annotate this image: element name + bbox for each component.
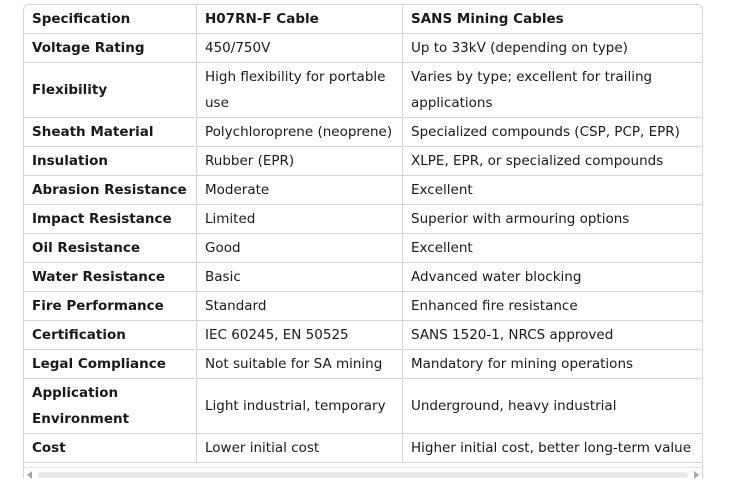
row-label: Legal Compliance <box>24 349 197 379</box>
h07rn-f-value: Lower initial cost <box>196 433 403 463</box>
sans-value: Underground, heavy industrial <box>402 378 702 434</box>
h07rn-f-value: Moderate <box>196 175 403 205</box>
sans-value: Higher initial cost, better long-term va… <box>402 433 702 463</box>
sans-value: Enhanced fire resistance <box>402 291 702 321</box>
row-label: Application Environment <box>24 378 197 434</box>
table-row: Legal Compliance Not suitable for SA min… <box>24 349 702 379</box>
row-label: Insulation <box>24 146 197 176</box>
sans-value: Superior with armouring options <box>402 204 702 234</box>
row-label: Cost <box>24 433 197 463</box>
h07rn-f-value: Basic <box>196 262 403 292</box>
scroll-left-arrow-icon[interactable] <box>27 471 32 479</box>
h07rn-f-value: Light industrial, temporary <box>196 378 403 434</box>
h07rn-f-value: IEC 60245, EN 50525 <box>196 320 403 350</box>
table-row: Abrasion Resistance Moderate Excellent <box>24 175 702 205</box>
header-sans-mining: SANS Mining Cables <box>402 5 702 34</box>
table-row: Fire Performance Standard Enhanced fire … <box>24 291 702 321</box>
table-row: Water Resistance Basic Advanced water bl… <box>24 262 702 292</box>
row-label: Impact Resistance <box>24 204 197 234</box>
table-row: Voltage Rating 450/750V Up to 33kV (depe… <box>24 33 702 63</box>
h07rn-f-value: 450/750V <box>196 33 403 63</box>
row-label: Water Resistance <box>24 262 197 292</box>
sans-value: Advanced water blocking <box>402 262 702 292</box>
row-label: Oil Resistance <box>24 233 197 263</box>
table-row: Flexibility High flexibility for portabl… <box>24 62 702 118</box>
h07rn-f-value: Standard <box>196 291 403 321</box>
scroll-right-arrow-icon[interactable] <box>694 471 699 479</box>
h07rn-f-value: High flexibility for portable use <box>196 62 403 118</box>
table-row: Sheath Material Polychloroprene (neopren… <box>24 117 702 147</box>
row-label: Abrasion Resistance <box>24 175 197 205</box>
table-row: Cost Lower initial cost Higher initial c… <box>24 433 702 463</box>
comparison-table-container: Specification H07RN-F Cable SANS Mining … <box>23 4 703 482</box>
row-label: Fire Performance <box>24 291 197 321</box>
header-h07rn-f: H07RN-F Cable <box>196 5 403 34</box>
sans-value: Excellent <box>402 233 702 263</box>
table-row: Insulation Rubber (EPR) XLPE, EPR, or sp… <box>24 146 702 176</box>
table-header-row: Specification H07RN-F Cable SANS Mining … <box>24 5 702 34</box>
sans-value: Excellent <box>402 175 702 205</box>
sans-value: XLPE, EPR, or specialized compounds <box>402 146 702 176</box>
header-specification: Specification <box>24 5 197 34</box>
sans-value: Mandatory for mining operations <box>402 349 702 379</box>
horizontal-scrollbar[interactable] <box>24 467 702 482</box>
h07rn-f-value: Rubber (EPR) <box>196 146 403 176</box>
h07rn-f-value: Good <box>196 233 403 263</box>
sans-value: Up to 33kV (depending on type) <box>402 33 702 63</box>
comparison-table: Specification H07RN-F Cable SANS Mining … <box>24 5 702 463</box>
table-row: Certification IEC 60245, EN 50525 SANS 1… <box>24 320 702 350</box>
h07rn-f-value: Not suitable for SA mining <box>196 349 403 379</box>
row-label: Certification <box>24 320 197 350</box>
scrollbar-thumb[interactable] <box>38 472 688 478</box>
row-label: Sheath Material <box>24 117 197 147</box>
table-row: Oil Resistance Good Excellent <box>24 233 702 263</box>
sans-value: Specialized compounds (CSP, PCP, EPR) <box>402 117 702 147</box>
table-row: Impact Resistance Limited Superior with … <box>24 204 702 234</box>
table-row: Application Environment Light industrial… <box>24 378 702 434</box>
h07rn-f-value: Limited <box>196 204 403 234</box>
sans-value: Varies by type; excellent for trailing a… <box>402 62 702 118</box>
row-label: Flexibility <box>24 62 197 118</box>
h07rn-f-value: Polychloroprene (neoprene) <box>196 117 403 147</box>
row-label: Voltage Rating <box>24 33 197 63</box>
sans-value: SANS 1520-1, NRCS approved <box>402 320 702 350</box>
